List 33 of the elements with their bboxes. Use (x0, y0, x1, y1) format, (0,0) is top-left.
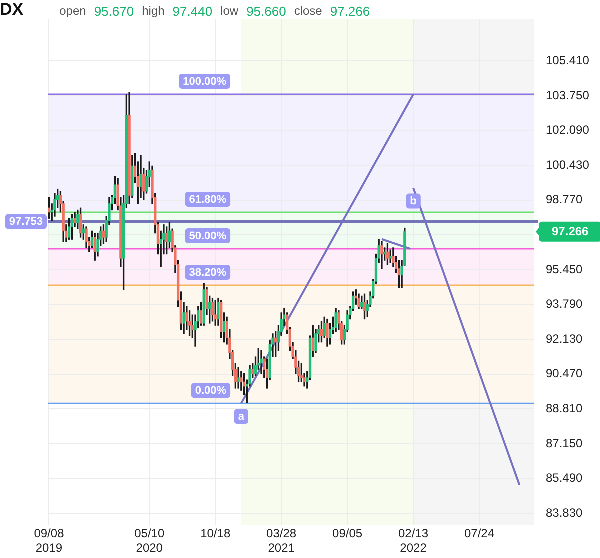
chart-title: DX (0, 0, 24, 20)
text: 97.266 (552, 224, 590, 239)
ref-line-label: 97.753 (9, 216, 44, 228)
annotation: 38.20% (189, 267, 227, 280)
y-tick-label: 95.450 (546, 262, 584, 276)
y-tick-label: 90.470 (546, 366, 584, 381)
y-tick-label: 103.750 (546, 88, 590, 102)
annotation: 61.80% (189, 194, 227, 206)
y-tick-label: 92.130 (546, 332, 584, 346)
x-tick-label: 03/28 2021 (266, 526, 297, 556)
annotation: b (410, 196, 418, 208)
x-tick-label: 02/13 2022 (398, 526, 429, 556)
y-tick-label: 100.430 (546, 158, 590, 172)
chart-subtitle: open 95.670 high 97.440 low 95.660 close 97.266 (60, 4, 370, 19)
annotation: 50.00% (189, 230, 227, 243)
y-tick-label: 88.810 (546, 402, 584, 416)
x-tick-label: 10/18 (200, 526, 231, 541)
y-tick-label: 105.410 (546, 53, 590, 68)
y-tick-label: 98.770 (546, 192, 584, 207)
candlestick (237, 367, 240, 389)
x-tick-label: 07/24 (464, 526, 495, 541)
candlestick (260, 350, 263, 374)
x-tick-label: 09/05 (332, 526, 363, 541)
annotation: a (238, 411, 246, 424)
y-tick-label: 102.090 (546, 123, 590, 138)
x-tick-label: 05/10 2020 (134, 526, 165, 556)
annotation: 100.00% (183, 76, 227, 88)
x-tick-label: 09/08 2019 (34, 526, 65, 556)
annotation: 0.00% (195, 385, 227, 398)
y-tick-label: 85.490 (546, 471, 584, 486)
y-tick-label: 87.150 (546, 436, 584, 450)
y-tick-label: 83.830 (546, 506, 584, 520)
y-tick-label: 93.790 (546, 297, 584, 312)
